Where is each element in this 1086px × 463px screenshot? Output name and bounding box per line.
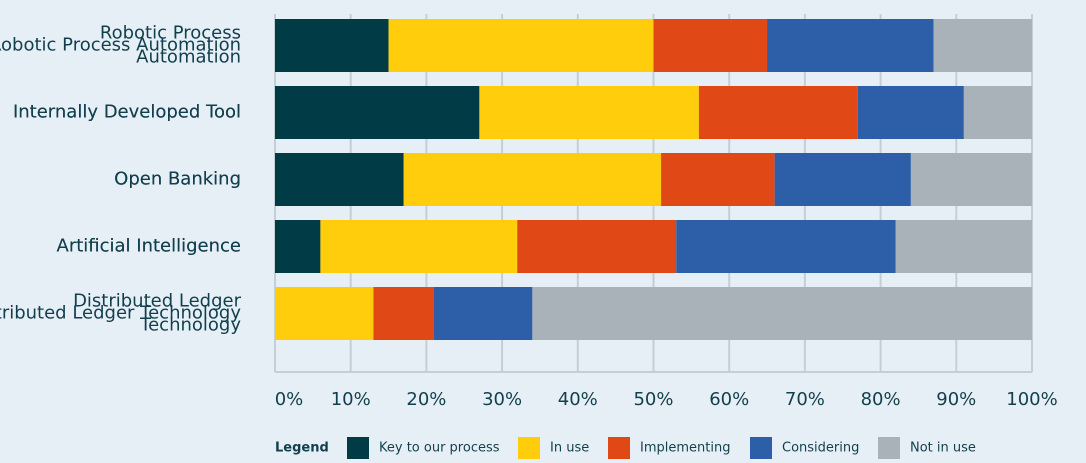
category-label: Internally Developed ToolInternally Deve… <box>13 102 241 123</box>
bar-segment <box>653 19 768 72</box>
category-label: Robotic Process AutomationRobotic Proces… <box>0 23 241 68</box>
bar-segment <box>774 153 911 206</box>
legend-swatch <box>750 437 772 459</box>
x-tick-label: 20% <box>406 389 446 410</box>
bar-segment <box>433 287 533 340</box>
bar-segment <box>532 287 1032 340</box>
legend-swatch <box>347 437 369 459</box>
legend-label: In use <box>550 441 589 456</box>
bar-segment <box>275 220 321 273</box>
bar-segment <box>275 86 480 139</box>
x-tick-label: 70% <box>785 389 825 410</box>
legend-title: Legend <box>275 441 329 456</box>
bar-segment <box>676 220 896 273</box>
bar-segment <box>373 287 434 340</box>
legend-swatch <box>608 437 630 459</box>
category-label: Artificial IntelligenceArtificial Intell… <box>57 236 242 257</box>
legend-label: Considering <box>782 441 859 456</box>
legend-swatch <box>878 437 900 459</box>
bar-segment <box>275 287 374 340</box>
bar-segment <box>403 153 662 206</box>
bar-segment <box>275 19 389 72</box>
bar-segment <box>895 220 1032 273</box>
x-tick-label: 60% <box>709 389 749 410</box>
bar-segment <box>698 86 858 139</box>
x-tick-label: 80% <box>861 389 901 410</box>
x-tick-label: 10% <box>331 389 371 410</box>
x-tick-label: 90% <box>936 389 976 410</box>
legend-swatch <box>518 437 540 459</box>
bar-segment <box>910 153 1032 206</box>
x-tick-label: 0% <box>275 389 304 410</box>
bar-segment <box>479 86 699 139</box>
bar-segment <box>388 19 654 72</box>
bar-segment <box>857 86 964 139</box>
bar-segment <box>767 19 934 72</box>
x-tick-label: 30% <box>482 389 522 410</box>
bar-segment <box>963 86 1032 139</box>
legend-label: Key to our process <box>379 441 500 456</box>
bar-segment <box>661 153 775 206</box>
bar-segment <box>517 220 677 273</box>
x-tick-label: 100% <box>1006 389 1057 410</box>
x-tick-label: 40% <box>558 389 598 410</box>
category-label: Open BankingOpen Banking <box>114 169 241 190</box>
legend-label: Implementing <box>640 441 730 456</box>
bar-segment <box>275 153 404 206</box>
x-tick-label: 50% <box>633 389 673 410</box>
category-label: Distributed Ledger TechnologyDistributed… <box>0 291 242 336</box>
legend-label: Not in use <box>910 441 976 456</box>
bar-segment <box>320 220 518 273</box>
bar-segment <box>933 19 1032 72</box>
